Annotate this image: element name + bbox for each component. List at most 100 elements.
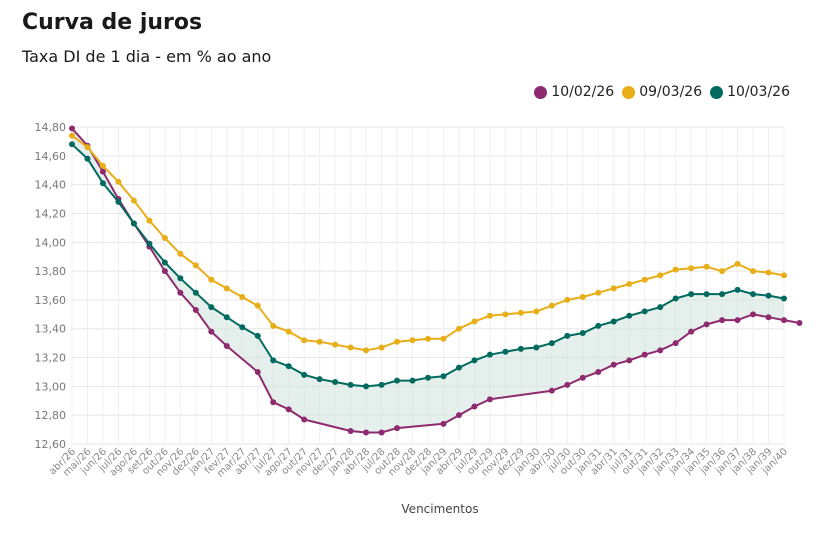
legend-label-1: 09/03/26	[639, 84, 703, 100]
series-line-0	[71, 127, 800, 434]
data-point-series-1	[177, 250, 184, 257]
data-point-series-2	[734, 286, 741, 293]
data-point-series-1	[363, 347, 370, 354]
data-point-series-2	[301, 371, 308, 378]
y-tick-label: 14,00	[35, 236, 67, 249]
data-point-series-2	[270, 357, 277, 364]
data-point-series-0	[672, 340, 679, 347]
data-point-series-1	[425, 335, 431, 342]
data-point-series-1	[548, 302, 555, 309]
data-point-series-0	[378, 429, 385, 436]
y-tick-label: 14,60	[35, 150, 67, 163]
y-tick-label: 13,60	[35, 294, 67, 307]
y-tick-label: 12,80	[35, 409, 67, 422]
data-point-series-1	[703, 263, 710, 270]
data-point-series-1	[517, 309, 524, 316]
data-point-series-2	[719, 291, 726, 298]
data-point-series-0	[347, 428, 354, 435]
data-point-series-1	[146, 217, 153, 224]
y-tick-label: 13,40	[35, 323, 67, 336]
chart-subtitle: Taxa DI de 1 dia - em % ao ano	[22, 47, 272, 66]
legend-swatch-1	[622, 85, 636, 99]
legend-item-series-1[interactable]: 09/03/26	[622, 84, 702, 100]
data-point-series-0	[285, 406, 292, 413]
data-point-series-1	[672, 266, 679, 273]
data-point-series-1	[270, 322, 277, 329]
data-point-series-2	[703, 291, 710, 298]
data-point-series-2	[595, 322, 602, 329]
data-point-series-2	[641, 308, 648, 315]
legend-item-series-2[interactable]: 10/03/26	[710, 84, 790, 100]
data-point-series-1	[595, 289, 602, 296]
y-tick-label: 13,20	[35, 352, 67, 365]
data-point-series-1	[84, 144, 91, 151]
y-tick-label: 14,40	[35, 179, 67, 192]
data-point-series-1	[347, 344, 354, 351]
data-point-series-2	[146, 240, 153, 247]
data-point-series-2	[579, 330, 586, 337]
data-point-series-2	[130, 220, 137, 227]
data-point-series-0	[440, 420, 447, 427]
data-point-series-1	[316, 338, 323, 345]
data-point-series-1	[579, 294, 586, 301]
data-point-series-2	[672, 295, 679, 302]
data-point-series-0	[161, 268, 168, 275]
data-point-series-0	[548, 387, 555, 394]
data-point-series-1	[471, 318, 478, 325]
data-point-series-2	[332, 379, 339, 386]
data-point-series-2	[626, 312, 633, 319]
data-point-series-0	[223, 343, 230, 350]
data-point-series-1	[161, 234, 168, 241]
data-point-series-1	[208, 276, 215, 283]
data-point-series-2	[347, 381, 354, 388]
data-point-series-2	[440, 373, 447, 380]
data-point-series-0	[610, 361, 617, 368]
data-point-series-0	[688, 328, 695, 335]
data-point-series-2	[394, 377, 401, 384]
data-point-series-0	[208, 328, 215, 335]
data-point-series-1	[688, 265, 695, 272]
data-point-series-1	[301, 337, 308, 344]
data-point-series-2	[285, 363, 292, 370]
data-point-series-1	[115, 178, 122, 185]
data-point-series-2	[471, 357, 478, 364]
data-point-series-1	[502, 311, 509, 318]
data-point-series-2	[688, 291, 695, 298]
data-point-series-2	[161, 259, 168, 266]
data-point-series-2	[99, 180, 106, 187]
data-point-series-0	[719, 317, 726, 324]
data-point-series-0	[641, 351, 648, 358]
data-point-series-0	[69, 125, 75, 132]
y-tick-label: 13,80	[35, 265, 67, 278]
data-point-series-2	[316, 376, 323, 383]
data-point-series-2	[486, 351, 493, 358]
data-point-series-1	[781, 272, 787, 279]
data-point-series-2	[115, 198, 122, 205]
data-point-series-1	[254, 302, 261, 309]
data-point-series-2	[69, 141, 75, 148]
data-point-series-2	[657, 304, 664, 311]
data-point-series-2	[425, 374, 431, 381]
data-point-series-0	[486, 396, 493, 403]
legend-label-2: 10/03/26	[727, 84, 790, 100]
data-point-series-1	[440, 335, 447, 342]
legend-swatch-2	[710, 85, 724, 99]
data-point-series-1	[223, 285, 230, 292]
legend-swatch-0	[534, 85, 548, 99]
data-point-series-0	[626, 357, 633, 364]
chart-title: Curva de juros	[22, 10, 203, 35]
data-point-series-1	[765, 269, 772, 276]
data-point-series-1	[394, 338, 401, 345]
data-point-series-2	[765, 292, 772, 299]
y-tick-label: 14,20	[35, 207, 67, 220]
data-point-series-2	[517, 345, 524, 352]
data-point-series-2	[363, 383, 370, 390]
chart-legend: 10/02/26 09/03/26 10/03/26	[534, 84, 790, 100]
data-point-series-0	[595, 368, 602, 375]
spread-band	[72, 128, 784, 433]
data-point-series-2	[750, 291, 757, 298]
data-point-series-2	[192, 289, 199, 296]
legend-item-series-0[interactable]: 10/02/26	[534, 84, 614, 100]
data-point-series-0	[703, 321, 710, 328]
data-point-series-0	[192, 306, 199, 313]
